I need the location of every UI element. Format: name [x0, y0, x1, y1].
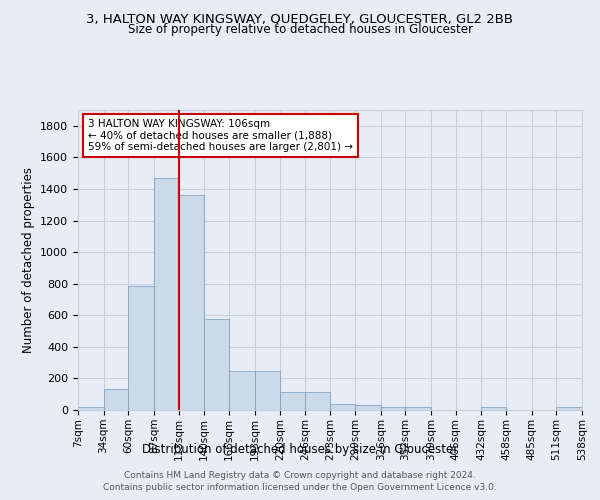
Bar — [381, 407, 406, 410]
Text: Distribution of detached houses by size in Gloucester: Distribution of detached houses by size … — [142, 442, 458, 456]
Bar — [154, 178, 179, 410]
Bar — [331, 404, 355, 410]
Bar — [179, 196, 204, 410]
Text: Contains public sector information licensed under the Open Government Licence v3: Contains public sector information licen… — [103, 484, 497, 492]
Bar — [481, 407, 506, 410]
Bar — [128, 286, 154, 410]
Bar — [204, 319, 229, 410]
Bar — [355, 406, 381, 410]
Bar — [406, 407, 431, 410]
Y-axis label: Number of detached properties: Number of detached properties — [22, 167, 35, 353]
Bar — [305, 392, 331, 410]
Bar — [78, 407, 104, 410]
Bar — [229, 372, 254, 410]
Bar — [254, 372, 280, 410]
Bar — [280, 392, 305, 410]
Text: Contains HM Land Registry data © Crown copyright and database right 2024.: Contains HM Land Registry data © Crown c… — [124, 471, 476, 480]
Bar — [556, 407, 582, 410]
Text: 3, HALTON WAY KINGSWAY, QUEDGELEY, GLOUCESTER, GL2 2BB: 3, HALTON WAY KINGSWAY, QUEDGELEY, GLOUC… — [86, 12, 514, 26]
Text: 3 HALTON WAY KINGSWAY: 106sqm
← 40% of detached houses are smaller (1,888)
59% o: 3 HALTON WAY KINGSWAY: 106sqm ← 40% of d… — [88, 119, 353, 152]
Bar — [104, 388, 128, 410]
Text: Size of property relative to detached houses in Gloucester: Size of property relative to detached ho… — [128, 22, 473, 36]
